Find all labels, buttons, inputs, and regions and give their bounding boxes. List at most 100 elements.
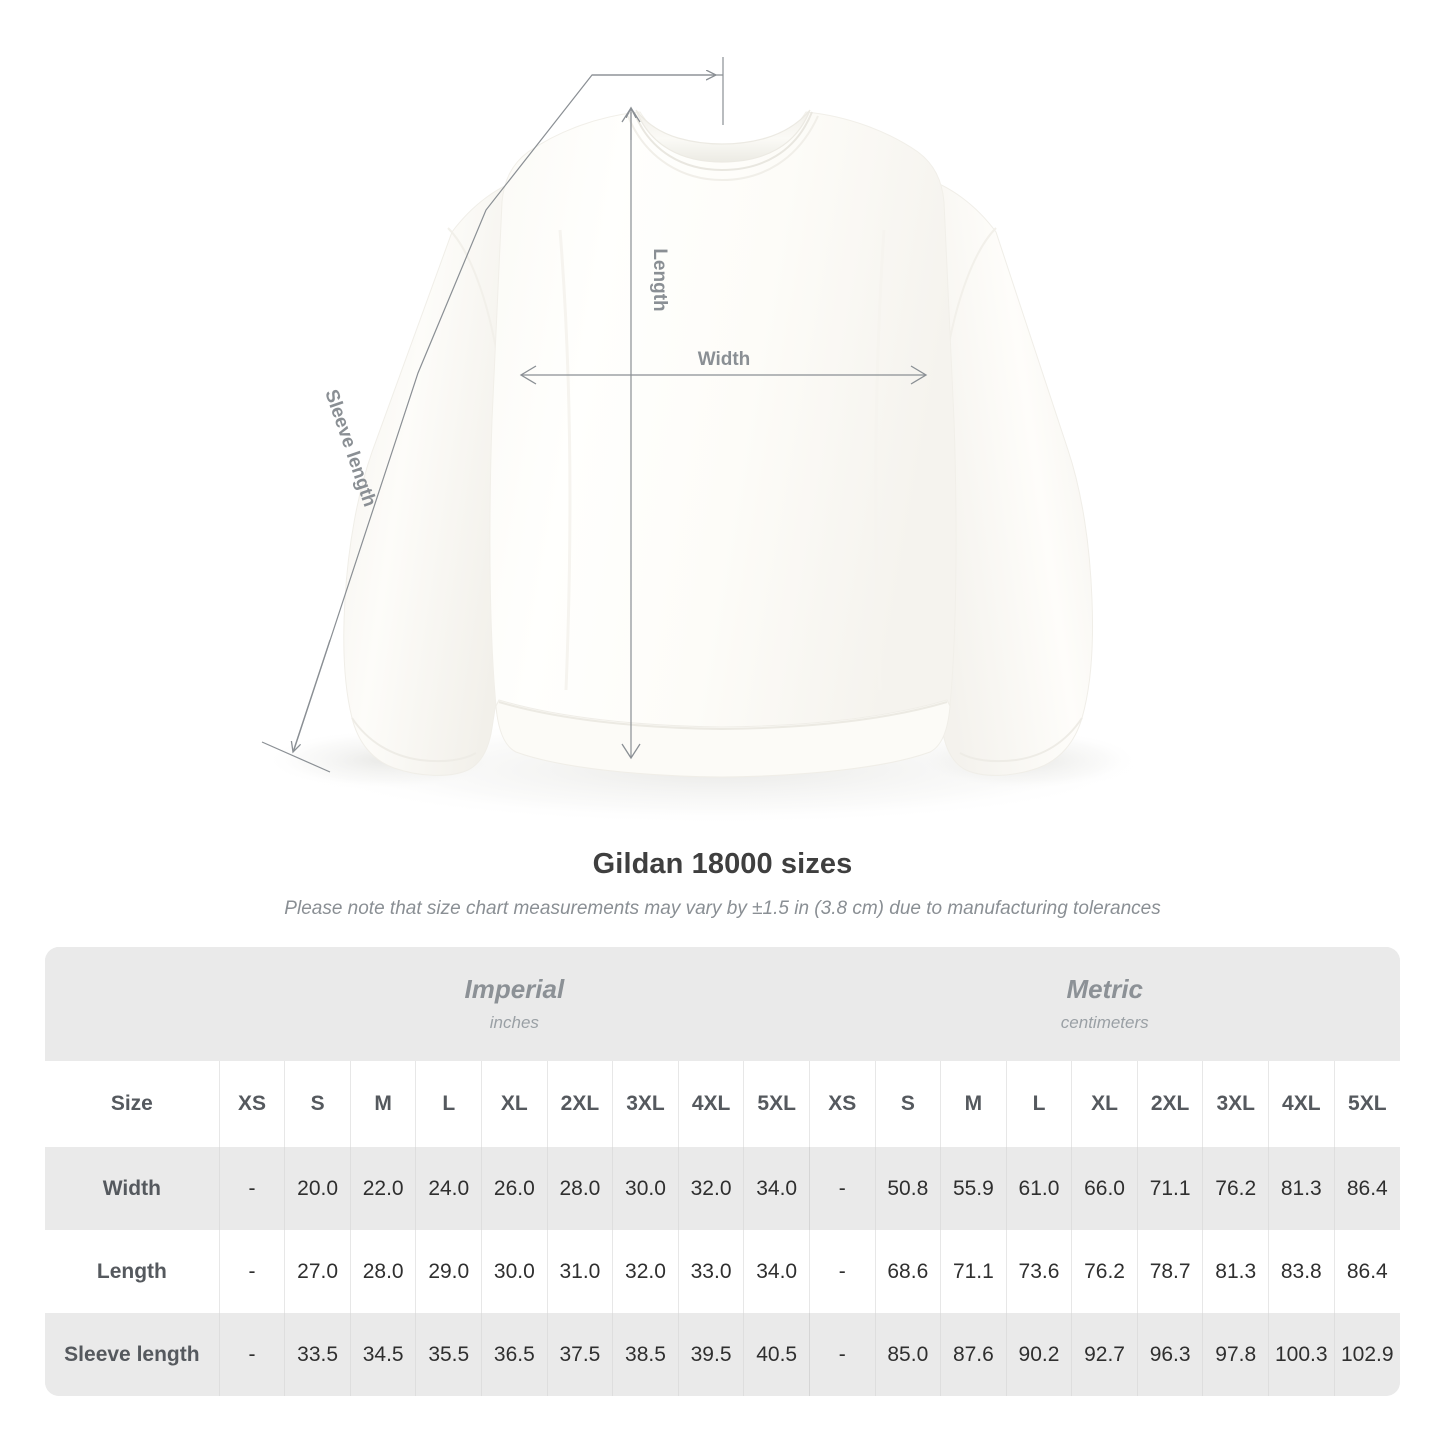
left-cuff-seam: [351, 717, 477, 763]
width-imperial-xl: 26.0: [481, 1147, 548, 1230]
width-imperial-xs: -: [218, 1147, 285, 1230]
width-metric-xl: 66.0: [1071, 1147, 1138, 1230]
length-imperial-l: 29.0: [415, 1230, 482, 1313]
width-arrowhead-right: [910, 365, 928, 385]
width-label: Width: [698, 349, 751, 370]
sleeve-metric-5xl: 102.9: [1333, 1313, 1400, 1396]
size-header-metric-4xl: 4XL: [1268, 1061, 1335, 1147]
size-header-label: Size: [45, 1061, 220, 1147]
garment-illustration-panel: Sleeve length Length Width: [261, 57, 1140, 825]
bottom-hem: [495, 699, 951, 778]
width-imperial-3xl: 30.0: [612, 1147, 679, 1230]
size-chart-table-container: Imperial inches Metric centimeters Size …: [45, 947, 1400, 1396]
body-fold-right: [874, 229, 886, 691]
sleeve-imperial-l: 35.5: [415, 1313, 482, 1396]
size-header-metric-xl: XL: [1071, 1061, 1138, 1147]
size-header-imperial-3xl: 3XL: [612, 1061, 679, 1147]
sleeve-imperial-xl: 36.5: [481, 1313, 548, 1396]
row-label-sleeve-length: Sleeve length: [45, 1313, 220, 1396]
size-header-metric-m: M: [940, 1061, 1007, 1147]
unit-section-imperial: Imperial inches: [219, 947, 810, 1061]
sleeve-metric-m: 87.6: [940, 1313, 1007, 1396]
width-metric-2xl: 71.1: [1136, 1147, 1203, 1230]
hem-seam: [498, 701, 948, 731]
width-metric-4xl: 81.3: [1268, 1147, 1335, 1230]
length-imperial-m: 28.0: [349, 1230, 416, 1313]
row-label-length: Length: [45, 1230, 220, 1313]
sleeve-imperial-s: 33.5: [284, 1313, 351, 1396]
left-shoulder-seam: [447, 227, 499, 361]
length-label: Length: [649, 248, 670, 311]
length-metric-xl: 76.2: [1071, 1230, 1138, 1313]
chart-header: Gildan 18000 sizes Please note that size…: [0, 845, 1445, 921]
size-header-imperial-l: L: [415, 1061, 482, 1147]
sleeve-imperial-4xl: 39.5: [677, 1313, 744, 1396]
width-imperial-m: 22.0: [349, 1147, 416, 1230]
size-header-row: Size XS S M L XL 2XL 3XL 4XL 5XL XS S M …: [45, 1061, 1400, 1147]
width-metric-5xl: 86.4: [1333, 1147, 1400, 1230]
size-header-imperial-m: M: [349, 1061, 416, 1147]
right-cuff-seam: [959, 717, 1083, 763]
width-metric-s: 50.8: [874, 1147, 941, 1230]
table-row-width: Width - 20.0 22.0 24.0 26.0 28.0 30.0 32…: [45, 1147, 1400, 1230]
neckline-outer: [627, 115, 819, 182]
width-imperial-s: 20.0: [284, 1147, 351, 1230]
size-header-imperial-s: S: [284, 1061, 351, 1147]
width-imperial-4xl: 32.0: [677, 1147, 744, 1230]
width-arrowhead-left: [519, 365, 537, 385]
size-header-metric-s: S: [874, 1061, 941, 1147]
sweatshirt-diagram: Sleeve length Length Width: [261, 57, 1140, 825]
tolerance-note: Please note that size chart measurements…: [284, 898, 1161, 919]
length-imperial-5xl: 34.0: [743, 1230, 810, 1313]
body-fold-left: [558, 229, 572, 691]
size-header-metric-2xl: 2XL: [1136, 1061, 1203, 1147]
size-header-imperial-4xl: 4XL: [677, 1061, 744, 1147]
width-imperial-l: 24.0: [415, 1147, 482, 1230]
unit-banner-spacer: [45, 947, 220, 1061]
sleeve-metric-s: 85.0: [874, 1313, 941, 1396]
unit-name-metric: Metric: [1066, 974, 1144, 1004]
length-imperial-2xl: 31.0: [546, 1230, 613, 1313]
size-header-metric-l: L: [1005, 1061, 1072, 1147]
size-header-imperial-5xl: 5XL: [743, 1061, 810, 1147]
table-row-length: Length - 27.0 28.0 29.0 30.0 31.0 32.0 3…: [45, 1230, 1400, 1313]
sleeve-end-tick: [261, 741, 331, 773]
size-header-imperial-xl: XL: [481, 1061, 548, 1147]
sleeve-length-arrow: [293, 639, 331, 752]
length-imperial-s: 27.0: [284, 1230, 351, 1313]
width-imperial-5xl: 34.0: [743, 1147, 810, 1230]
length-arrowhead-down: [621, 743, 641, 760]
collar-ribbing: [635, 109, 811, 163]
sleeve-imperial-2xl: 37.5: [546, 1313, 613, 1396]
width-metric-l: 61.0: [1005, 1147, 1072, 1230]
unit-section-metric: Metric centimeters: [809, 947, 1400, 1061]
unit-sub-metric: centimeters: [1060, 1013, 1149, 1032]
length-imperial-4xl: 33.0: [677, 1230, 744, 1313]
sleeve-metric-xl: 92.7: [1071, 1313, 1138, 1396]
sleeve-metric-4xl: 100.3: [1268, 1313, 1335, 1396]
neckline-seam: [633, 111, 813, 172]
width-metric-xs: -: [808, 1147, 876, 1230]
sleeve-imperial-xs: -: [218, 1313, 285, 1396]
table-row-sleeve-length: Sleeve length - 33.5 34.5 35.5 36.5 37.5…: [45, 1313, 1400, 1396]
size-header-imperial-2xl: 2XL: [546, 1061, 613, 1147]
sleeve-metric-l: 90.2: [1005, 1313, 1072, 1396]
sleeve-metric-2xl: 96.3: [1136, 1313, 1203, 1396]
page-title: Gildan 18000 sizes: [592, 848, 853, 880]
sweatshirt-body: [489, 111, 957, 778]
width-metric-3xl: 76.2: [1202, 1147, 1269, 1230]
width-imperial-2xl: 28.0: [546, 1147, 613, 1230]
sleeve-imperial-3xl: 38.5: [612, 1313, 679, 1396]
length-metric-l: 73.6: [1005, 1230, 1072, 1313]
row-label-width: Width: [45, 1147, 220, 1230]
sleeve-metric-3xl: 97.8: [1202, 1313, 1269, 1396]
size-chart-table: Imperial inches Metric centimeters Size …: [45, 947, 1400, 1396]
length-metric-3xl: 81.3: [1202, 1230, 1269, 1313]
size-header-metric-5xl: 5XL: [1333, 1061, 1400, 1147]
size-header-metric-xs: XS: [808, 1061, 876, 1147]
length-metric-m: 71.1: [940, 1230, 1007, 1313]
length-metric-4xl: 83.8: [1268, 1230, 1335, 1313]
sleeve-imperial-m: 34.5: [349, 1313, 416, 1396]
sleeve-metric-xs: -: [808, 1313, 876, 1396]
length-metric-2xl: 78.7: [1136, 1230, 1203, 1313]
